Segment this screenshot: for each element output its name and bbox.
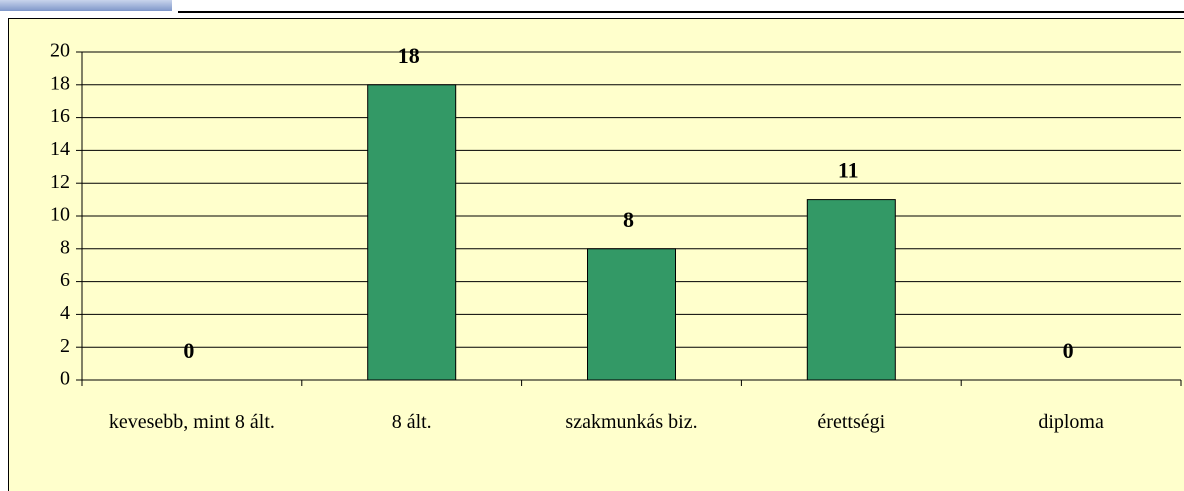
y-tick-label: 20	[50, 40, 70, 62]
bar	[587, 248, 676, 381]
y-tick-label: 14	[50, 138, 70, 160]
y-tick-label: 4	[60, 302, 70, 324]
data-label: 0	[183, 338, 194, 363]
bar	[806, 199, 896, 381]
y-tick-label: 2	[60, 335, 70, 357]
bar	[367, 84, 457, 381]
plot-area: 0 2 4 6 8 10 12 14 16 18 20 0 18 8 11 0	[50, 40, 1182, 390]
x-tick-label: érettségi	[817, 411, 886, 433]
x-tick-label: kevesebb, mint 8 ált.	[108, 411, 275, 433]
data-label: 8	[623, 207, 634, 232]
data-label: 18	[398, 43, 420, 68]
y-tick-label: 16	[50, 105, 70, 127]
x-tick-label: szakmunkás biz.	[565, 411, 698, 433]
y-tick-label: 8	[60, 236, 70, 258]
data-label: 0	[1063, 338, 1074, 363]
x-tick-label: 8 ált.	[391, 411, 432, 433]
y-tick-label: 12	[50, 171, 70, 193]
y-tick-label: 18	[50, 72, 70, 94]
y-tick-label: 10	[50, 204, 70, 226]
y-tick-label: 6	[60, 269, 70, 291]
x-tick-label: diploma	[1038, 411, 1104, 433]
window-tab	[0, 0, 172, 11]
y-tick-label: 0	[60, 368, 70, 390]
data-label: 11	[838, 158, 859, 183]
